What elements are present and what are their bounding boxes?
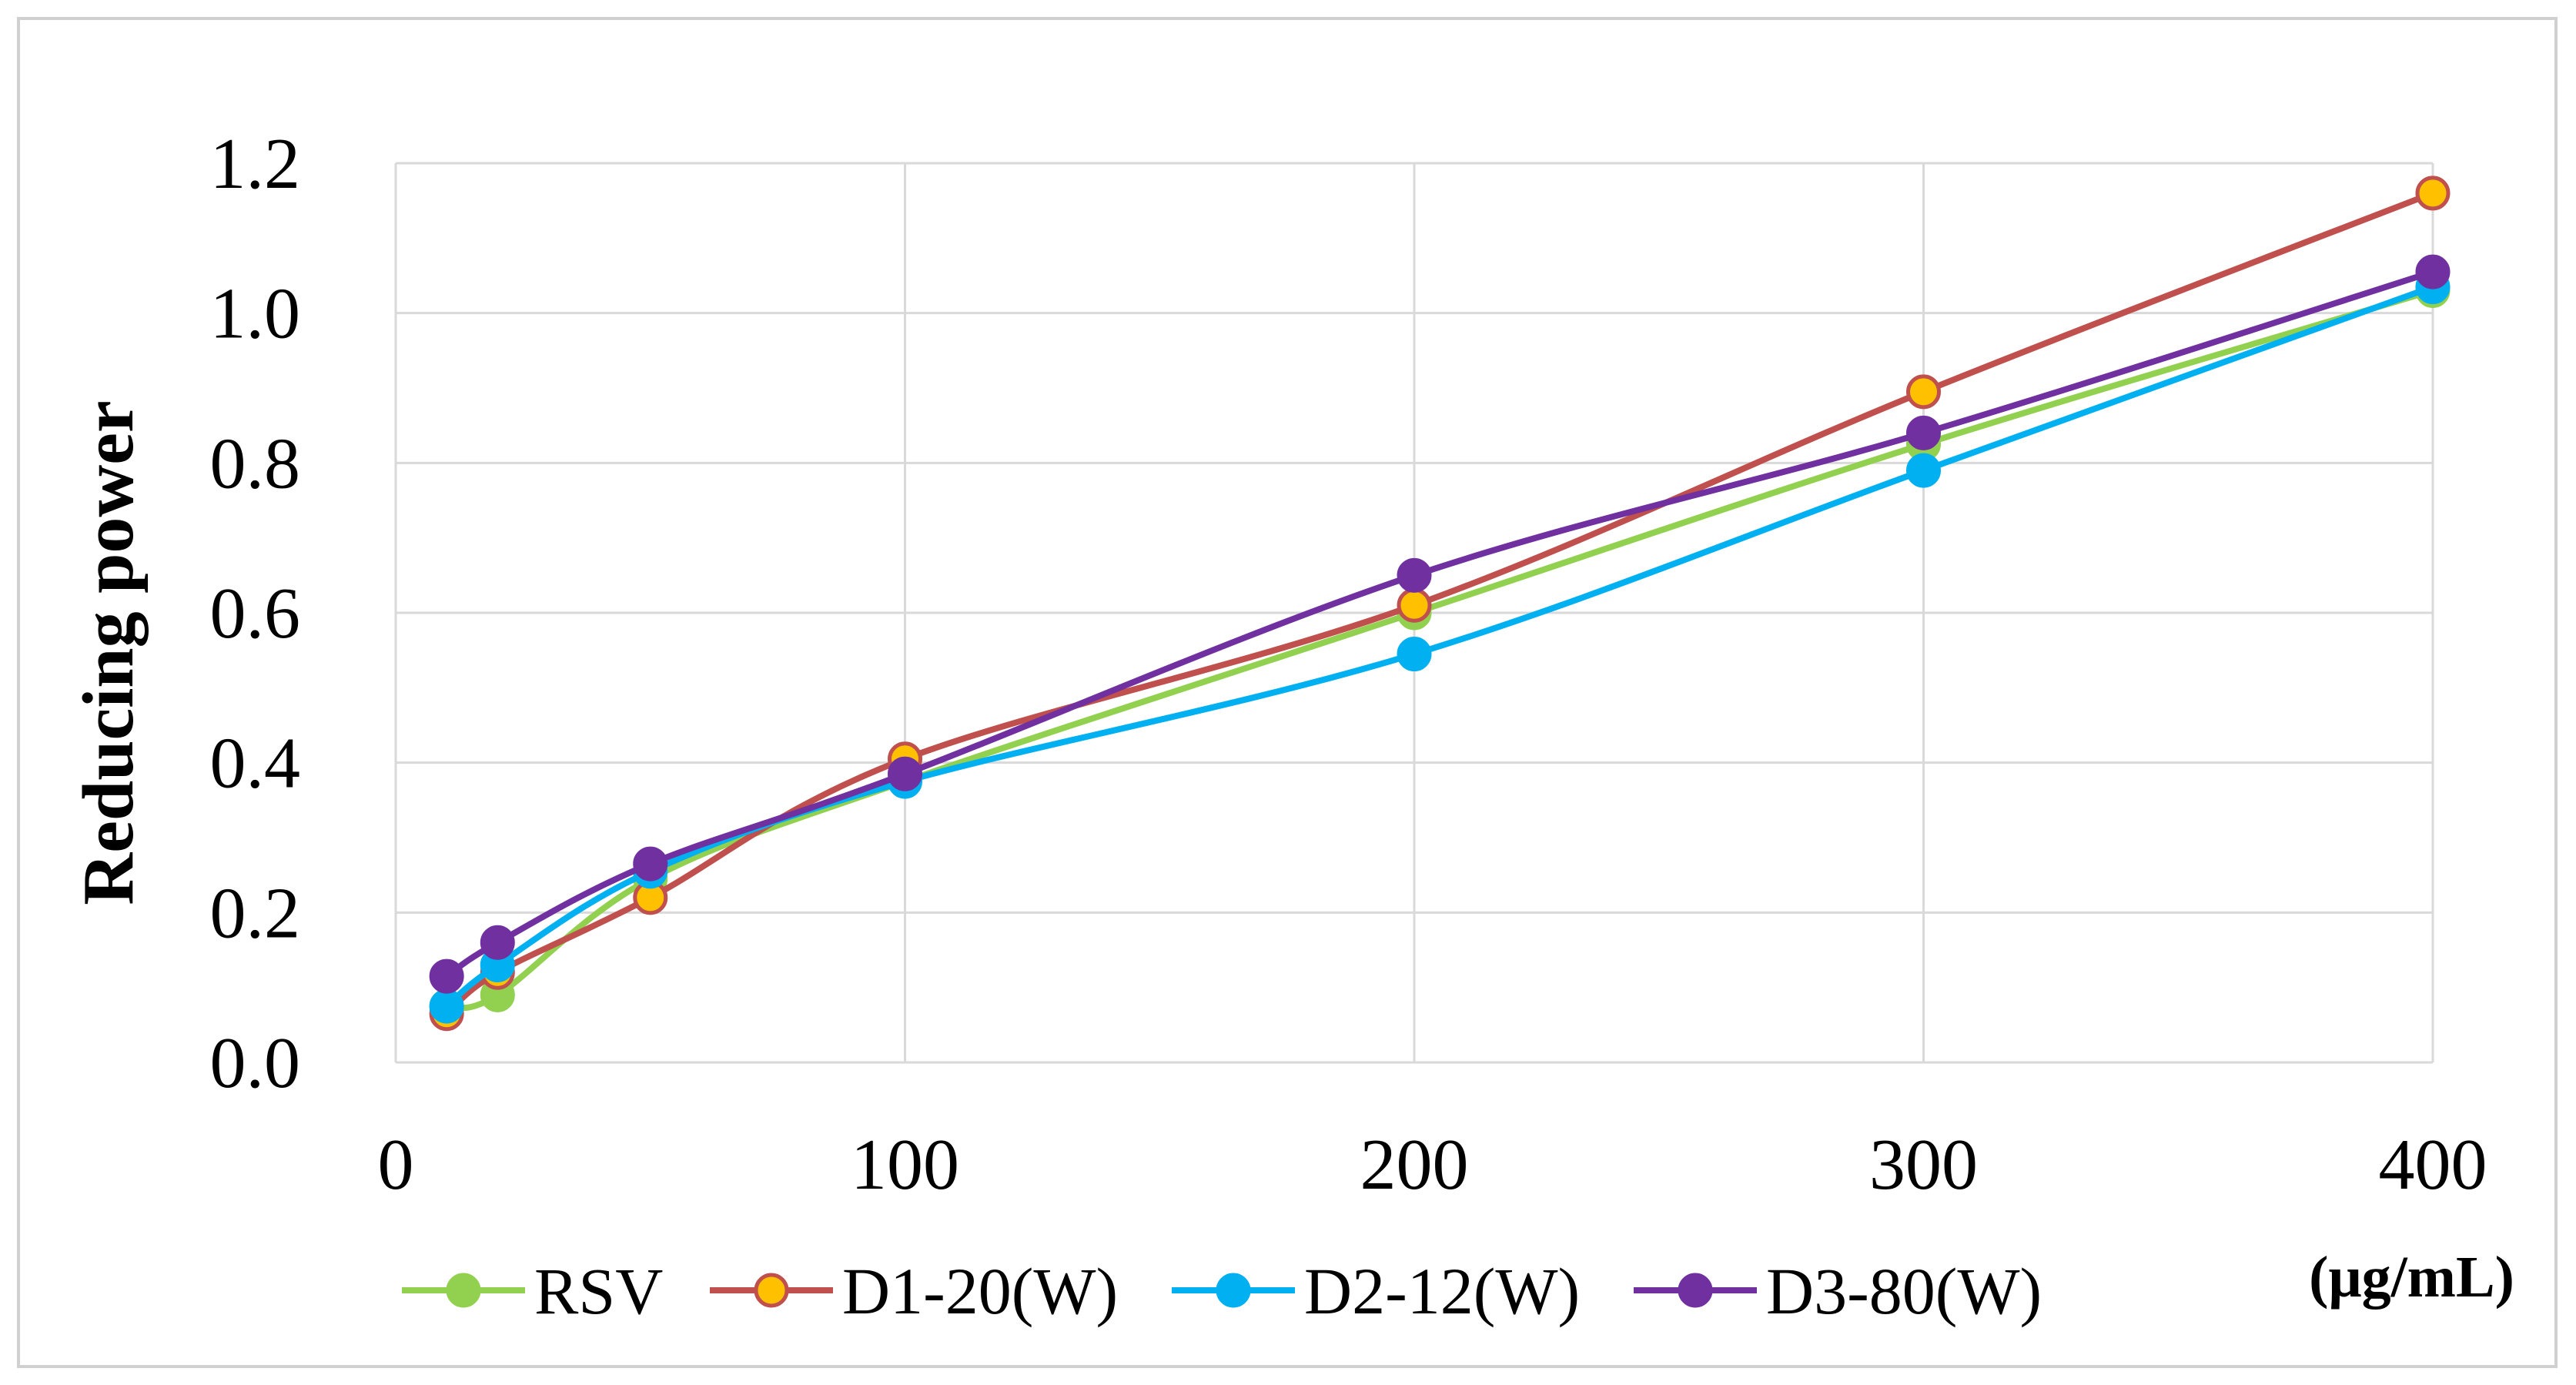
y-tick-label: 1.2 [210, 124, 301, 204]
y-tick-label: 0.6 [210, 574, 301, 654]
chart-frame [17, 17, 2558, 1368]
data-point-d3-80-w [633, 846, 668, 882]
legend-entry-rsv: RSV [402, 1254, 663, 1328]
data-point-d3-80-w [429, 958, 464, 994]
data-point-d1-20-w [2415, 176, 2451, 211]
series-d2-12-w [429, 269, 2451, 1024]
x-axis-unit-label: (μg/mL) [2309, 1245, 2514, 1310]
legend-entry-d2-12-w: D2-12(W) [1172, 1254, 1580, 1328]
x-tick-label: 400 [2379, 1125, 2487, 1205]
y-tick-label: 0.8 [210, 423, 301, 503]
series-d3-80-w [429, 254, 2451, 994]
y-tick-label: 0.2 [210, 873, 301, 953]
series-line-rsv [446, 287, 2434, 1012]
series-lines [429, 176, 2451, 1032]
data-point-d2-12-w [1397, 637, 1432, 672]
data-point-d1-20-w [1906, 374, 1941, 410]
data-point-d3-80-w [480, 925, 515, 960]
data-point-d2-12-w [1906, 453, 1941, 488]
data-point-d2-12-w [429, 989, 464, 1024]
x-tick-label: 200 [1360, 1125, 1469, 1205]
legend-label: D2-12(W) [1304, 1254, 1580, 1328]
legend-swatch-marker [1216, 1273, 1251, 1308]
x-axis-ticks: 0 100 200 300 400 [378, 1125, 2487, 1205]
legend-entry-d3-80-w: D3-80(W) [1634, 1254, 2042, 1328]
legend-swatch-marker [1678, 1273, 1713, 1308]
legend-swatch-marker [754, 1273, 789, 1308]
data-point-d3-80-w [888, 756, 922, 791]
legend-label: D1-20(W) [842, 1254, 1118, 1328]
data-point-d1-20-w [1397, 587, 1432, 623]
legend-swatch-marker [446, 1273, 481, 1308]
y-tick-label: 0.4 [210, 724, 301, 804]
data-point-d3-80-w [1397, 557, 1432, 593]
legend-label: RSV [534, 1254, 663, 1328]
series-line-d2-12-w [444, 283, 2434, 1009]
y-tick-label: 0.0 [210, 1023, 301, 1103]
y-axis-ticks: 0.0 0.2 0.4 0.6 0.8 1.0 1.2 [210, 124, 301, 1103]
legend-label: D3-80(W) [1766, 1254, 2042, 1328]
x-tick-label: 300 [1869, 1125, 1978, 1205]
x-tick-label: 0 [378, 1125, 414, 1205]
legend-entry-d1-20-w: D1-20(W) [710, 1254, 1118, 1328]
series-line-d1-20-w [444, 190, 2434, 1016]
data-point-d3-80-w [2415, 254, 2451, 289]
y-axis-label: Reducing power [69, 400, 149, 905]
y-tick-label: 1.0 [210, 274, 301, 354]
x-tick-label: 100 [851, 1125, 959, 1205]
series-line-d3-80-w [444, 269, 2434, 979]
data-point-d3-80-w [1906, 415, 1941, 450]
legend: RSV D1-20(W) D2-12(W) D3-80(W) [402, 1254, 2042, 1328]
